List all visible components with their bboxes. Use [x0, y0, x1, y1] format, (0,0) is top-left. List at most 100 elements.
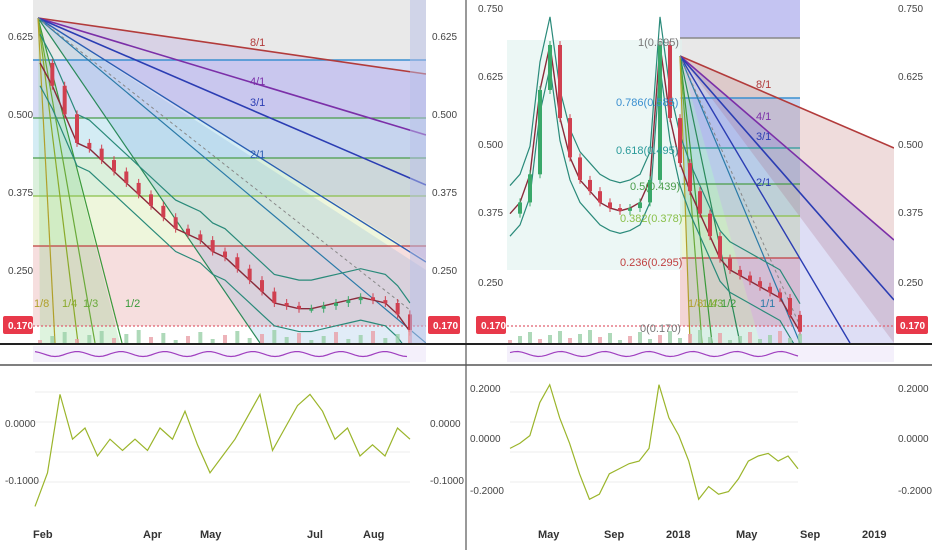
- fan-line: [37, 17, 426, 343]
- candle: [235, 257, 240, 269]
- fib-band: [33, 0, 426, 60]
- osc-axis-tick: 0.2000: [470, 384, 501, 395]
- volume-bar: [648, 339, 652, 343]
- fan-label: 1/4: [702, 298, 717, 310]
- volume-bar: [658, 335, 662, 343]
- volume-bar: [668, 331, 672, 343]
- volume-bar: [728, 340, 732, 343]
- volume-bar: [149, 337, 153, 343]
- candle: [99, 148, 104, 161]
- osc-axis-tick: -0.2000: [898, 486, 932, 497]
- volume-bar: [688, 334, 692, 343]
- fan-line-2-1: [37, 17, 426, 263]
- right-volume-strip: [507, 346, 894, 362]
- fib-label: 0.618(0.495): [616, 145, 678, 157]
- candle: [371, 297, 375, 301]
- price-badge: 0.170: [476, 316, 506, 334]
- osc-axis-tick: 0.0000: [430, 419, 461, 430]
- candle: [383, 300, 388, 303]
- oscillator-line: [509, 383, 799, 501]
- volume-bar: [558, 331, 562, 343]
- volume-bar: [718, 333, 722, 343]
- candle: [588, 179, 592, 192]
- left-axis-tick: 0.375: [8, 188, 33, 199]
- volume-bar: [358, 335, 363, 343]
- volume-bar: [538, 339, 542, 343]
- candle: [149, 194, 153, 206]
- right-axis-tick: 0.500: [432, 110, 457, 121]
- left-axis-tick: 0.375: [478, 208, 503, 219]
- candle: [173, 217, 178, 229]
- left-axis-tick: 0.500: [8, 110, 33, 121]
- candle: [608, 202, 612, 209]
- price-badge: 0.170: [3, 316, 33, 334]
- volume-bar: [38, 340, 42, 343]
- volume-bar: [748, 332, 752, 343]
- fan-fill: [680, 56, 894, 343]
- volume-bar: [260, 334, 264, 343]
- candle: [136, 182, 141, 195]
- candle: [768, 286, 772, 293]
- fib-band: [680, 38, 800, 98]
- candle: [618, 208, 622, 211]
- candle: [334, 302, 338, 306]
- fib-label: 0.236(0.295): [620, 257, 682, 269]
- volume-bar: [87, 335, 92, 343]
- candle: [658, 44, 662, 180]
- volume-bar: [198, 332, 203, 343]
- candle: [698, 191, 702, 214]
- candle: [668, 44, 672, 119]
- time-tick: Sep: [604, 529, 624, 541]
- time-tick: Jul: [307, 529, 323, 541]
- volume-bar: [518, 336, 522, 343]
- volume-bar: [798, 334, 802, 343]
- candle: [708, 213, 712, 237]
- fan-label: 4/1: [250, 76, 265, 88]
- volume-bar: [768, 335, 772, 343]
- time-tick: 2018: [666, 529, 690, 541]
- volume-bar: [272, 330, 277, 343]
- volume-bar: [75, 339, 79, 343]
- candle: [50, 62, 55, 86]
- candle: [321, 305, 326, 309]
- candle: [788, 298, 792, 315]
- volume-bar: [247, 338, 252, 343]
- right-price-panel: 1(0.695) 0.786(0.585) 0.618(0.495) 0.5(0…: [476, 0, 928, 343]
- candle: [87, 142, 92, 149]
- fib-label: 0.5(0.439): [630, 181, 680, 193]
- volume-bar: [371, 331, 375, 343]
- left-axis-tick: 0.250: [8, 266, 33, 277]
- candle: [678, 118, 682, 164]
- volume-bar: [548, 335, 552, 343]
- candle: [297, 305, 301, 309]
- fan-label: 1/2: [721, 298, 736, 310]
- volume-bar: [628, 336, 632, 343]
- right-axis-tick: 0.375: [898, 208, 923, 219]
- left-volume-strip: [33, 346, 426, 362]
- fan-label: 8/1: [756, 79, 771, 91]
- time-tick: Aug: [363, 529, 384, 541]
- left-oscillator-panel: 0.0000 -0.1000 0.0000 -0.1000: [5, 368, 464, 518]
- fan-line-1-3: [679, 55, 713, 343]
- candle: [247, 268, 252, 281]
- svg-text:0.170: 0.170: [900, 321, 925, 332]
- volume-bar: [50, 336, 55, 343]
- fan-line-3-1: [679, 55, 894, 301]
- candle: [124, 171, 129, 183]
- osc-axis-tick: 0.2000: [898, 384, 929, 395]
- volume-bars: [38, 330, 412, 343]
- time-tick: Feb: [33, 529, 53, 541]
- volume-bar: [186, 336, 190, 343]
- fan-label: 1/4: [62, 298, 77, 310]
- fan-label: 1/1: [760, 298, 775, 310]
- fan-line: [37, 17, 261, 343]
- candle: [628, 208, 632, 211]
- bollinger-fill: [507, 40, 682, 270]
- candle: [112, 160, 116, 172]
- candle: [260, 280, 264, 292]
- volume-bar: [568, 338, 572, 343]
- volume-bar: [124, 334, 129, 343]
- candle: [758, 281, 762, 287]
- osc-axis-tick: -0.1000: [5, 476, 39, 487]
- volume-bar: [112, 338, 116, 343]
